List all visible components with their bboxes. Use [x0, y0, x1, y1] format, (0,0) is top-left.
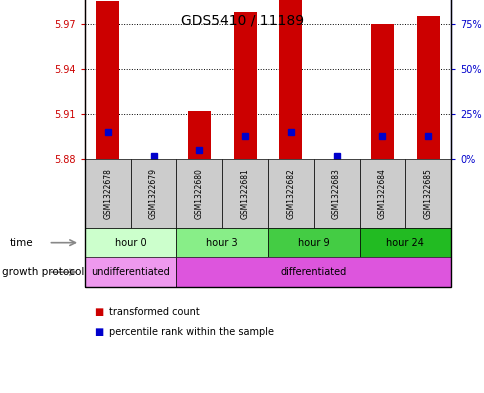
Text: GSM1322682: GSM1322682	[286, 168, 295, 219]
FancyBboxPatch shape	[405, 159, 450, 228]
FancyBboxPatch shape	[222, 159, 267, 228]
Text: ■: ■	[94, 307, 104, 318]
Text: GSM1322681: GSM1322681	[240, 168, 249, 219]
Bar	[416, 16, 439, 159]
FancyBboxPatch shape	[359, 228, 450, 257]
FancyBboxPatch shape	[313, 159, 359, 228]
FancyBboxPatch shape	[176, 228, 267, 257]
Text: GDS5410 / 11189: GDS5410 / 11189	[181, 14, 303, 28]
FancyBboxPatch shape	[267, 228, 359, 257]
Text: hour 0: hour 0	[115, 238, 146, 248]
Bar	[233, 11, 256, 159]
Bar	[370, 24, 393, 159]
Text: GSM1322680: GSM1322680	[195, 168, 203, 219]
Bar	[187, 111, 211, 159]
FancyBboxPatch shape	[176, 159, 222, 228]
FancyBboxPatch shape	[267, 159, 313, 228]
Bar	[279, 0, 302, 159]
FancyBboxPatch shape	[85, 257, 176, 287]
FancyBboxPatch shape	[130, 159, 176, 228]
Text: hour 9: hour 9	[297, 238, 329, 248]
Text: GSM1322685: GSM1322685	[423, 168, 432, 219]
Text: GSM1322684: GSM1322684	[377, 168, 386, 219]
FancyBboxPatch shape	[176, 257, 450, 287]
FancyBboxPatch shape	[85, 159, 130, 228]
Text: differentiated: differentiated	[280, 267, 346, 277]
Text: hour 3: hour 3	[206, 238, 238, 248]
FancyBboxPatch shape	[85, 228, 176, 257]
Text: GSM1322679: GSM1322679	[149, 168, 158, 219]
Text: GSM1322683: GSM1322683	[332, 168, 340, 219]
Text: transformed count: transformed count	[109, 307, 199, 318]
Text: growth protocol: growth protocol	[2, 267, 85, 277]
Text: hour 24: hour 24	[386, 238, 424, 248]
Text: ■: ■	[94, 327, 104, 337]
Text: time: time	[10, 238, 33, 248]
Text: undifferentiated: undifferentiated	[91, 267, 170, 277]
Text: GSM1322678: GSM1322678	[103, 168, 112, 219]
Text: percentile rank within the sample: percentile rank within the sample	[109, 327, 273, 337]
Bar	[96, 1, 119, 159]
FancyBboxPatch shape	[359, 159, 405, 228]
